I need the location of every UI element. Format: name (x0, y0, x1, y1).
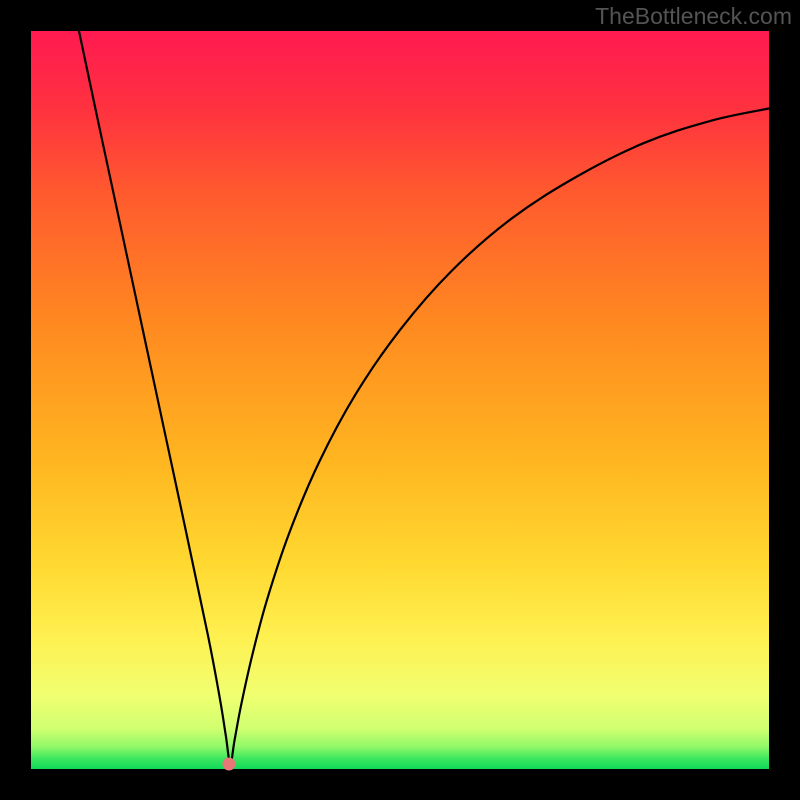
plot-area (31, 31, 769, 769)
chart-stage: TheBottleneck.com (0, 0, 800, 800)
gradient-background (31, 31, 769, 769)
optimal-point-marker (222, 757, 235, 770)
watermark-text: TheBottleneck.com (595, 0, 800, 30)
